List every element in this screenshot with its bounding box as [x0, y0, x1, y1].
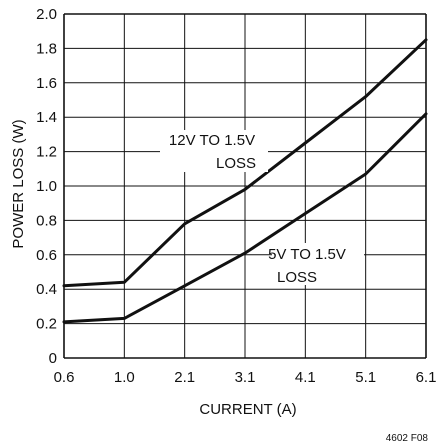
x-axis-label: CURRENT (A)	[199, 401, 296, 418]
y-tick-label: 1.2	[36, 144, 57, 161]
x-tick-label: 0.6	[54, 369, 75, 386]
series-line-2	[62, 112, 428, 324]
x-tick-label: 3.1	[235, 369, 256, 386]
annotation-label-line2: LOSS	[277, 269, 317, 286]
x-tick-label: 1.0	[114, 369, 135, 386]
y-tick-label: 0.8	[36, 212, 57, 229]
annotation-label-line1: 12V TO 1.5V	[169, 132, 255, 149]
annotation-layer: 12V TO 1.5V LOSS 5V TO 1.5V LOSS	[160, 130, 364, 286]
y-tick-label: 1.0	[36, 178, 57, 195]
annotation-background	[272, 243, 364, 285]
grid-layer	[63, 13, 427, 359]
x-tick-label: 5.1	[355, 369, 376, 386]
tick-layer: 0.6 1.0 2.1 3.1 4.1 5.1 6.1 0 0.2 0.4 0.6 0.8 1.0 1.2…	[36, 6, 436, 386]
series-layer	[62, 38, 428, 324]
y-tick-label: 1.6	[36, 75, 57, 92]
annotation-label-line1: 5V TO 1.5V	[268, 246, 346, 263]
y-tick-label: 0.6	[36, 247, 57, 264]
x-tick-label: 6.1	[416, 369, 437, 386]
x-tick-label: 2.1	[174, 369, 195, 386]
y-tick-label: 0.2	[36, 316, 57, 333]
y-axis-label: POWER LOSS (W)	[10, 119, 27, 248]
figure-id: 4602 F08	[386, 433, 429, 444]
annotation-label-line2: LOSS	[216, 155, 256, 172]
y-tick-label: 1.8	[36, 40, 57, 57]
y-tick-label: 0	[49, 350, 57, 367]
annotation-background	[160, 130, 268, 172]
series-line-1	[62, 38, 428, 288]
y-tick-label: 1.4	[36, 109, 57, 126]
y-tick-label: 0.4	[36, 281, 57, 298]
x-tick-label: 4.1	[295, 369, 316, 386]
y-tick-label: 2.0	[36, 6, 57, 23]
